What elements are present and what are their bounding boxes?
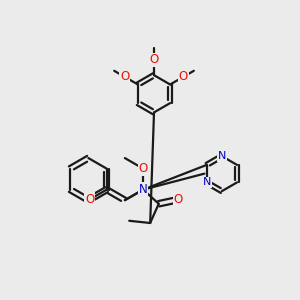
Text: N: N xyxy=(139,183,148,196)
Text: O: O xyxy=(85,193,94,206)
Text: O: O xyxy=(179,70,188,83)
Text: N: N xyxy=(202,177,211,188)
Text: O: O xyxy=(120,70,129,83)
Text: O: O xyxy=(139,162,148,175)
Text: O: O xyxy=(149,53,159,66)
Text: N: N xyxy=(218,151,226,161)
Text: O: O xyxy=(173,193,183,206)
